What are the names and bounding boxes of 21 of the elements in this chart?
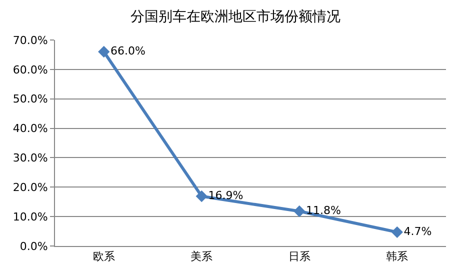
point: [391, 226, 403, 238]
x-tick-label: 欧系: [92, 250, 115, 264]
data-label: 4.7%: [404, 224, 432, 238]
y-tick-label: 50.0%: [12, 92, 48, 106]
point: [294, 205, 306, 218]
data-label: 16.9%: [208, 189, 244, 202]
data-label: 66.0%: [110, 44, 146, 58]
point: [98, 46, 110, 58]
y-tick-label: 70.0%: [12, 34, 48, 47]
y-tick-label: 0.0%: [20, 240, 48, 253]
y-tick-label: 30.0%: [12, 152, 48, 165]
x-tick-label: 美系: [190, 250, 213, 264]
y-tick-label: 60.0%: [12, 63, 48, 76]
y-tick-label: 20.0%: [12, 180, 48, 194]
x-tick-label: 韩系: [386, 250, 408, 264]
point: [196, 190, 208, 202]
x-tick-label: 日系: [288, 250, 310, 264]
y-tick-label: 10.0%: [12, 210, 48, 224]
y-tick-label: 40.0%: [12, 122, 48, 136]
data-label: 11.8%: [306, 204, 341, 218]
chart-title: 分国别车在欧洲地区市场份额情况: [130, 8, 340, 25]
